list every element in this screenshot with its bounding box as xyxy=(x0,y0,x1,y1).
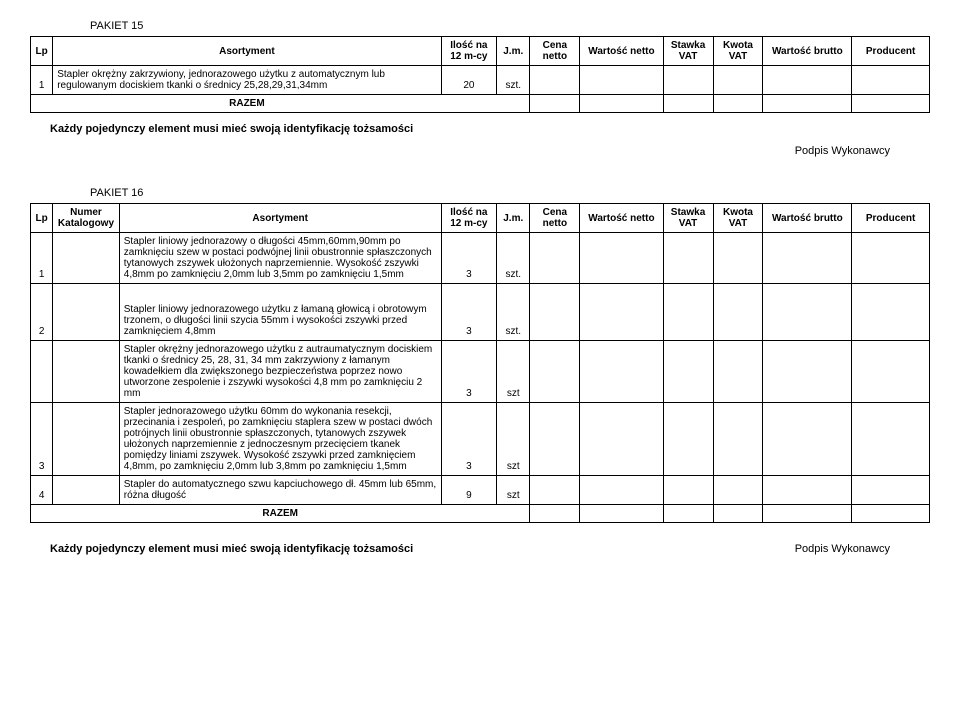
p16-r5-lp: 4 xyxy=(31,476,53,505)
p16-h-jm: J.m. xyxy=(497,204,530,233)
p15-h-ilosc: Ilość na 12 m-cy xyxy=(441,37,496,66)
p16-r2-num xyxy=(53,284,120,341)
p16-note: Każdy pojedynczy element musi mieć swoją… xyxy=(50,543,413,555)
pakiet15-table: Lp Asortyment Ilość na 12 m-cy J.m. Cena… xyxy=(30,36,930,113)
p15-r1-lp: 1 xyxy=(31,66,53,95)
p16-razem: RAZEM xyxy=(119,505,441,523)
p15-h-asort: Asortyment xyxy=(53,37,441,66)
p16-r5-num xyxy=(53,476,120,505)
p15-r1-prod xyxy=(852,66,930,95)
p16-razem-row: RAZEM xyxy=(31,505,930,523)
p16-h-num: Numer Katalogowy xyxy=(53,204,120,233)
p15-h-kvat: Kwota VAT xyxy=(713,37,763,66)
table-row: 1 Stapler liniowy jednorazowy o długości… xyxy=(31,233,930,284)
p16-h-asort: Asortyment xyxy=(119,204,441,233)
p16-h-lp: Lp xyxy=(31,204,53,233)
table-row: Stapler okrężny jednorazowego użytku z a… xyxy=(31,341,930,403)
p16-r1-num xyxy=(53,233,120,284)
p16-h-ilosc: Ilość na 12 m-cy xyxy=(441,204,496,233)
p16-r4-num xyxy=(53,403,120,476)
table-row: 4 Stapler do automatycznego szwu kapciuc… xyxy=(31,476,930,505)
p16-h-wbrutto: Wartość brutto xyxy=(763,204,852,233)
p16-r5-jm: szt xyxy=(497,476,530,505)
p16-r2-asort: Stapler liniowy jednorazowego użytku z ł… xyxy=(119,284,441,341)
p15-r1-wbrutto xyxy=(763,66,852,95)
p16-h-kvat: Kwota VAT xyxy=(713,204,763,233)
p16-r1-asort: Stapler liniowy jednorazowy o długości 4… xyxy=(119,233,441,284)
p16-r2-jm: szt. xyxy=(497,284,530,341)
p15-podpis: Podpis Wykonawcy xyxy=(30,145,890,157)
p16-r3-asort: Stapler okrężny jednorazowego użytku z a… xyxy=(119,341,441,403)
p15-h-svat: Stawka VAT xyxy=(663,37,713,66)
p16-r4-asort: Stapler jednorazowego użytku 60mm do wyk… xyxy=(119,403,441,476)
pakiet16-table: Lp Numer Katalogowy Asortyment Ilość na … xyxy=(30,203,930,523)
p16-podpis: Podpis Wykonawcy xyxy=(795,543,890,555)
p15-h-wbrutto: Wartość brutto xyxy=(763,37,852,66)
p15-razem-row: RAZEM xyxy=(31,95,930,113)
p16-r2-ilosc: 3 xyxy=(441,284,496,341)
table-row: 2 Stapler liniowy jednorazowego użytku z… xyxy=(31,284,930,341)
p16-h-prod: Producent xyxy=(852,204,930,233)
p16-r3-jm: szt xyxy=(497,341,530,403)
table-row: 1 Stapler okrężny zakrzywiony, jednorazo… xyxy=(31,66,930,95)
p16-r4-ilosc: 3 xyxy=(441,403,496,476)
p15-r1-ilosc: 20 xyxy=(441,66,496,95)
p16-r2-lp: 2 xyxy=(31,284,53,341)
table-row: 3 Stapler jednorazowego użytku 60mm do w… xyxy=(31,403,930,476)
pakiet15-title: PAKIET 15 xyxy=(90,20,930,32)
p16-r4-jm: szt xyxy=(497,403,530,476)
p15-razem: RAZEM xyxy=(53,95,441,113)
p15-h-wnetto: Wartość netto xyxy=(580,37,663,66)
p15-r1-wnetto xyxy=(580,66,663,95)
p16-r1-jm: szt. xyxy=(497,233,530,284)
p15-h-lp: Lp xyxy=(31,37,53,66)
p16-r1-ilosc: 3 xyxy=(441,233,496,284)
p16-r3-ilosc: 3 xyxy=(441,341,496,403)
p16-r3-num xyxy=(53,341,120,403)
p16-r3-lp xyxy=(31,341,53,403)
p16-h-cena: Cena netto xyxy=(530,204,580,233)
p15-r1-svat xyxy=(663,66,713,95)
p16-r5-ilosc: 9 xyxy=(441,476,496,505)
p16-h-svat: Stawka VAT xyxy=(663,204,713,233)
p15-r1-cena xyxy=(530,66,580,95)
p15-r1-kvat xyxy=(713,66,763,95)
p15-h-prod: Producent xyxy=(852,37,930,66)
p15-h-cena: Cena netto xyxy=(530,37,580,66)
p16-r1-lp: 1 xyxy=(31,233,53,284)
p15-r1-jm: szt. xyxy=(497,66,530,95)
p15-note: Każdy pojedynczy element musi mieć swoją… xyxy=(50,123,930,135)
pakiet16-title: PAKIET 16 xyxy=(90,187,930,199)
p16-r4-lp: 3 xyxy=(31,403,53,476)
p15-r1-asort: Stapler okrężny zakrzywiony, jednorazowe… xyxy=(53,66,441,95)
p16-r5-asort: Stapler do automatycznego szwu kapciucho… xyxy=(119,476,441,505)
p15-h-jm: J.m. xyxy=(497,37,530,66)
p16-h-wnetto: Wartość netto xyxy=(580,204,663,233)
